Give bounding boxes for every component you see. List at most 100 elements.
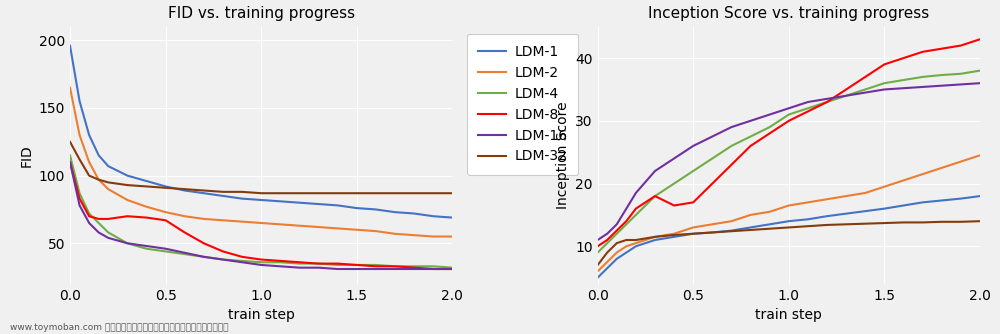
LDM-16 bbox=[446, 267, 458, 271]
LDM-8 bbox=[74, 197, 86, 201]
LDM-8 bbox=[649, 194, 661, 198]
LDM-8 bbox=[446, 267, 458, 271]
LDM-2 bbox=[859, 191, 871, 195]
LDM-1 bbox=[370, 207, 382, 211]
LDM-1 bbox=[974, 194, 986, 198]
LDM-16 bbox=[725, 125, 737, 129]
LDM-8 bbox=[745, 144, 757, 148]
LDM-4 bbox=[140, 247, 152, 251]
LDM-8 bbox=[351, 263, 363, 267]
Title: Inception Score vs. training progress: Inception Score vs. training progress bbox=[648, 6, 929, 21]
LDM-32 bbox=[313, 191, 325, 195]
LDM-8 bbox=[620, 219, 632, 223]
LDM-32 bbox=[236, 190, 248, 194]
LDM-8 bbox=[955, 43, 967, 47]
LDM-8 bbox=[140, 215, 152, 219]
LDM-1 bbox=[121, 174, 133, 178]
LDM-4 bbox=[974, 68, 986, 72]
LDM-32 bbox=[274, 191, 286, 195]
LDM-8 bbox=[802, 110, 814, 114]
Text: www.toymoban.com 网络图片仅供展示，非存储，如有侵权请联系删除。: www.toymoban.com 网络图片仅供展示，非存储，如有侵权请联系删除。 bbox=[10, 323, 228, 332]
LDM-32 bbox=[878, 221, 890, 225]
LDM-32 bbox=[936, 220, 948, 224]
LDM-4 bbox=[649, 194, 661, 198]
LDM-2 bbox=[160, 210, 172, 214]
LDM-32 bbox=[649, 235, 661, 239]
LDM-1 bbox=[687, 232, 699, 236]
LDM-4 bbox=[917, 75, 929, 79]
LDM-16 bbox=[898, 86, 910, 90]
LDM-8 bbox=[878, 62, 890, 66]
LDM-8 bbox=[725, 163, 737, 167]
LDM-4 bbox=[236, 259, 248, 263]
LDM-16 bbox=[236, 260, 248, 264]
LDM-16 bbox=[64, 160, 76, 164]
LDM-1 bbox=[668, 235, 680, 239]
LDM-8 bbox=[601, 238, 613, 242]
LDM-4 bbox=[74, 191, 86, 195]
LDM-1 bbox=[592, 276, 604, 280]
LDM-32 bbox=[898, 220, 910, 224]
LDM-8 bbox=[370, 264, 382, 268]
LDM-8 bbox=[293, 260, 305, 264]
LDM-1 bbox=[179, 188, 191, 192]
LDM-4 bbox=[783, 113, 795, 117]
X-axis label: train step: train step bbox=[228, 308, 295, 322]
LDM-2 bbox=[687, 225, 699, 229]
LDM-1 bbox=[83, 133, 95, 137]
LDM-2 bbox=[389, 232, 401, 236]
LDM-2 bbox=[274, 222, 286, 226]
LDM-1 bbox=[821, 214, 833, 218]
LDM-2 bbox=[821, 197, 833, 201]
Line: LDM-32: LDM-32 bbox=[70, 142, 452, 193]
LDM-32 bbox=[83, 174, 95, 178]
LDM-32 bbox=[427, 191, 439, 195]
LDM-16 bbox=[351, 267, 363, 271]
LDM-8 bbox=[313, 262, 325, 266]
LDM-32 bbox=[611, 241, 623, 245]
Line: LDM-2: LDM-2 bbox=[70, 88, 452, 236]
Legend: LDM-1, LDM-2, LDM-4, LDM-8, LDM-16, LDM-32: LDM-1, LDM-2, LDM-4, LDM-8, LDM-16, LDM-… bbox=[467, 34, 578, 175]
LDM-8 bbox=[630, 207, 642, 211]
LDM-1 bbox=[140, 179, 152, 183]
LDM-8 bbox=[840, 88, 852, 92]
LDM-16 bbox=[389, 267, 401, 271]
LDM-32 bbox=[620, 238, 632, 242]
LDM-8 bbox=[592, 244, 604, 248]
LDM-4 bbox=[255, 260, 267, 264]
Line: LDM-4: LDM-4 bbox=[598, 70, 980, 253]
LDM-4 bbox=[668, 182, 680, 186]
Line: LDM-8: LDM-8 bbox=[598, 39, 980, 246]
LDM-16 bbox=[160, 247, 172, 251]
LDM-2 bbox=[179, 214, 191, 218]
LDM-16 bbox=[293, 266, 305, 270]
LDM-8 bbox=[332, 262, 344, 266]
LDM-1 bbox=[274, 199, 286, 203]
LDM-2 bbox=[611, 250, 623, 255]
LDM-1 bbox=[611, 257, 623, 261]
LDM-1 bbox=[764, 222, 776, 226]
LDM-16 bbox=[370, 267, 382, 271]
LDM-32 bbox=[389, 191, 401, 195]
LDM-16 bbox=[217, 258, 229, 262]
Line: LDM-1: LDM-1 bbox=[598, 196, 980, 278]
LDM-2 bbox=[917, 172, 929, 176]
LDM-2 bbox=[140, 205, 152, 209]
LDM-2 bbox=[601, 260, 613, 264]
LDM-1 bbox=[236, 197, 248, 201]
LDM-2 bbox=[446, 234, 458, 238]
LDM-2 bbox=[255, 221, 267, 225]
LDM-32 bbox=[783, 225, 795, 229]
LDM-8 bbox=[121, 214, 133, 218]
LDM-4 bbox=[332, 263, 344, 267]
LDM-8 bbox=[859, 75, 871, 79]
LDM-8 bbox=[160, 218, 172, 222]
LDM-32 bbox=[102, 180, 114, 184]
LDM-16 bbox=[313, 266, 325, 270]
LDM-4 bbox=[160, 249, 172, 254]
LDM-8 bbox=[255, 258, 267, 262]
LDM-8 bbox=[427, 267, 439, 271]
LDM-32 bbox=[408, 191, 420, 195]
LDM-16 bbox=[102, 236, 114, 240]
LDM-4 bbox=[313, 262, 325, 266]
